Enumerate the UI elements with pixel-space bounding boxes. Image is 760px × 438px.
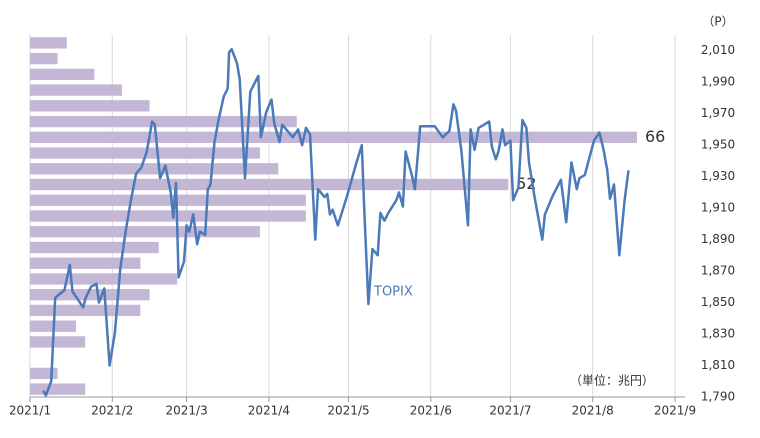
line — [42, 47, 630, 397]
volume-bar — [30, 100, 150, 112]
y-tick-label: 1,910 — [701, 201, 735, 215]
volume-bar — [30, 37, 67, 49]
y-tick-label: 1,850 — [701, 295, 735, 309]
volume-bar — [30, 210, 306, 222]
volume-bar — [30, 68, 95, 81]
x-tick-label: 2021/6 — [410, 404, 452, 418]
volume-bar — [30, 115, 297, 128]
x-tick-label: 2021/4 — [248, 404, 290, 418]
y-tick-label: 1,810 — [701, 358, 735, 372]
y-tick-label: 1,890 — [701, 232, 735, 246]
volume-bar — [30, 226, 260, 238]
y-tick-label: 1,790 — [701, 390, 735, 404]
y-tick-label: 1,990 — [701, 75, 735, 89]
volume-bar — [30, 52, 58, 65]
y-tick-label: 1,830 — [701, 327, 735, 341]
x-tick-label: 2021/3 — [165, 404, 207, 418]
y-tick-label: 2,010 — [701, 43, 735, 57]
volume-bar — [30, 241, 159, 254]
y-tick-label: 1,970 — [701, 106, 735, 120]
volume-bar — [30, 257, 141, 269]
volume-bar — [30, 383, 86, 395]
volume-bar — [30, 304, 141, 317]
volume-bar — [30, 367, 58, 380]
annotation: TOPIX — [373, 285, 413, 300]
volume-bar — [30, 273, 178, 285]
volume-bar — [30, 84, 122, 96]
y-unit: （P） — [702, 15, 733, 29]
y-tick-label: 1,950 — [701, 138, 735, 152]
x-tick-label: 2021/8 — [572, 404, 614, 418]
x-tick-label: 2021/7 — [489, 404, 531, 418]
volume-bar — [30, 163, 279, 175]
volume-bar — [30, 178, 509, 191]
x-tick-label: 2021/5 — [327, 404, 369, 418]
x-tick-label: 2021/2 — [91, 404, 133, 418]
volume-bar — [30, 336, 86, 348]
x-tick-label: 2021/9 — [654, 404, 696, 418]
volume-label: 66 — [645, 127, 665, 146]
volume-bar — [30, 194, 306, 206]
x-tick-label: 2021/1 — [9, 404, 51, 418]
y-tick-label: 1,870 — [701, 264, 735, 278]
volume-bar — [30, 289, 150, 301]
y-tick-label: 1,930 — [701, 169, 735, 183]
volume-unit: （単位：兆円） — [570, 373, 654, 388]
volume-bar — [30, 131, 638, 143]
